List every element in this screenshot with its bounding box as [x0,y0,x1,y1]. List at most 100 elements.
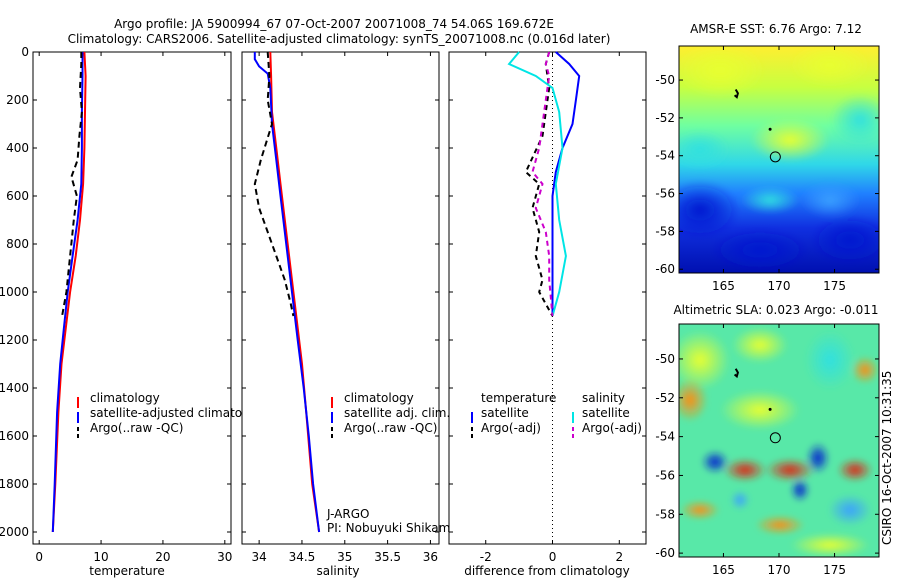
sst-map-title: AMSR-E SST: 6.76 Argo: 7.12 [690,22,862,36]
lon-tick-label: 175 [823,279,846,293]
sst-field-texture [679,46,879,272]
sst-blob [679,46,765,98]
sla-blob [765,458,815,482]
temperature-xlabel: temperature [89,564,164,578]
x-tick-label: 34.5 [289,550,316,564]
sla-blob [701,450,729,474]
difference-y-ticks [449,51,646,533]
sla-map-title: Altimetric SLA: 0.023 Argo: -0.011 [673,303,878,317]
x-tick-label: -2 [480,550,492,564]
sla-field [679,324,879,557]
salinity-legend: climatology satellite adj. clim. Argo(..… [331,391,450,438]
salinity-xlabel: salinity [316,564,359,578]
x-tick-label: 0 [35,550,43,564]
lat-tick-label: -60 [655,262,675,276]
sla-map-panel: Altimetric SLA: 0.023 Argo: -0.011 [655,303,880,577]
sla-blob [806,442,830,474]
lat-tick-label: -58 [655,507,675,521]
legend-label-sal-satellite: satellite [582,406,630,420]
lat-tick-label: -58 [655,224,675,238]
project-label: J-ARGO [326,507,369,521]
legend-label-satellite: satellite-adjusted climatology [90,406,268,420]
salinity-panel: 34 34.5 35 35.5 36 salinity climatology sate… [241,51,458,578]
series-line-temperature-argo-adj [524,51,554,317]
lat-tick-label: -54 [655,430,675,444]
sla-blob [837,458,873,482]
position-dot [768,127,772,131]
x-tick-label: 36 [423,550,438,564]
difference-legend: temperature salinity satellite Argo(-adj… [471,391,642,438]
lon-tick-label: 170 [768,279,791,293]
x-tick-label: 35.5 [374,550,401,564]
x-tick-label: 2 [615,550,623,564]
y-tick-label: 600 [6,189,29,203]
figure-title-line1: Argo profile: JA 5900994_67 07-Oct-2007 … [114,17,554,31]
y-tick-label: 1000 [0,285,29,299]
sla-blob [805,330,855,390]
figure-title-line2: Climatology: CARS2006. Satellite-adjuste… [68,32,611,46]
sst-blob [710,228,810,272]
difference-series [507,51,581,317]
temperature-x-ticks: 0 10 20 30 [35,52,232,564]
temperature-y-ticks: 0 200 400 600 800 1000 1200 1400 1600 1800 2000 [0,45,231,539]
sst-blob [679,130,730,170]
y-tick-label: 200 [6,93,29,107]
credit-stamp: CSIRO 16-Oct-2007 10:31:35 [880,371,894,545]
lon-tick-label: 175 [823,563,846,577]
lat-tick-label: -50 [655,73,675,87]
sst-blob [679,180,740,240]
y-tick-label: 1400 [0,381,29,395]
series-line-satellite-adj-clim [253,52,321,533]
sla-blob [720,390,800,430]
sla-blob [790,478,810,502]
y-tick-label: 1800 [0,477,29,491]
position-dot [768,407,772,411]
difference-x-ticks: -2 0 2 [480,52,623,564]
sla-map-markers [733,368,781,444]
difference-axes-box [448,51,647,545]
series-line-climatology [51,51,87,533]
argo-position-marker [769,151,781,163]
sla-blob [730,490,750,510]
sla-blob [679,330,730,390]
sla-blob [732,327,788,363]
legend-label-climatology: climatology [90,391,160,405]
sst-blob [810,215,879,265]
sst-blob [800,182,860,218]
lat-tick-label: -54 [655,149,675,163]
difference-panel: -2 0 2 difference from climatology tempera… [448,51,647,578]
y-tick-label: 1600 [0,429,29,443]
legend-label-argo: Argo(..raw -QC) [90,421,183,435]
series-line-argo-raw-qc [253,51,295,317]
temperature-axes-box [32,51,232,545]
lat-tick-label: -60 [655,546,675,560]
float-track [733,368,739,379]
sla-blob [723,458,767,482]
sla-field-texture [679,327,879,557]
series-line-argo-raw-qc [61,52,83,317]
temperature-series [51,51,87,533]
y-tick-label: 800 [6,237,29,251]
float-track [733,88,739,99]
sst-blob [790,46,870,87]
y-tick-label: 1200 [0,333,29,347]
x-tick-label: 0 [549,550,557,564]
x-tick-label: 10 [93,550,108,564]
legend-title-temperature: temperature [481,391,556,405]
legend-title-salinity: salinity [582,391,625,405]
sst-map-markers [733,88,781,163]
sst-blob [740,186,800,214]
lon-tick-label: 170 [768,563,791,577]
sla-blob [851,356,879,384]
x-tick-label: 35 [337,550,352,564]
series-line-salinity-satellite [507,51,567,317]
temperature-panel: 0 200 400 600 800 1000 1200 1400 1600 1800 2000 0 1… [0,45,268,578]
lat-tick-label: -56 [655,468,675,482]
sst-map-panel: AMSR-E SST: 6.76 Argo: 7.12 -50 -52 -54 -56… [655,22,880,293]
x-tick-label: 30 [217,550,232,564]
argo-position-marker [769,432,781,444]
temperature-legend: climatology satellite-adjusted climatolo… [77,391,268,438]
lat-tick-label: -56 [655,187,675,201]
lon-tick-label: 165 [712,279,735,293]
